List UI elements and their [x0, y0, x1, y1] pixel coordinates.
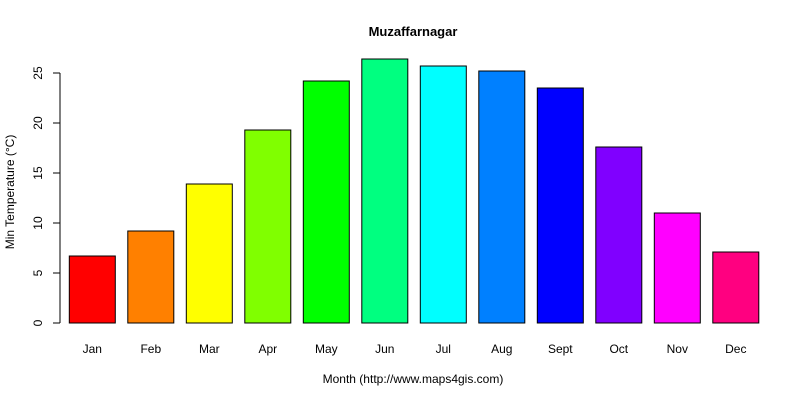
- bar-jan: [68, 255, 116, 324]
- bar-mar: [185, 183, 233, 324]
- bar-sept: [536, 87, 584, 324]
- x-tick-label: Aug: [491, 342, 512, 356]
- chart-title: Muzaffarnagar: [369, 24, 458, 39]
- x-tick-label: Mar: [199, 342, 220, 356]
- bar-oct: [595, 146, 643, 324]
- x-axis-title: Month (http://www.maps4gis.com): [323, 372, 504, 386]
- y-axis: 0 5 10 15 20 25: [31, 66, 61, 326]
- x-tick-label: Sept: [548, 342, 573, 356]
- x-tick-label: Feb: [140, 342, 161, 356]
- y-tick-label: 0: [31, 319, 45, 326]
- y-tick-label: 20: [31, 116, 45, 130]
- y-axis-title: Min Temperature (°C): [3, 135, 17, 250]
- bar-apr: [244, 129, 292, 324]
- x-tick-label: Oct: [609, 342, 628, 356]
- bar-may: [302, 80, 350, 324]
- y-tick-label: 25: [31, 66, 45, 80]
- y-tick-label: 10: [31, 216, 45, 230]
- x-tick-label: Jul: [436, 342, 451, 356]
- bar-feb: [127, 230, 175, 324]
- bar-dec: [712, 251, 760, 324]
- y-tick-label: 15: [31, 166, 45, 180]
- bar-nov: [653, 212, 701, 324]
- bar-jun: [361, 58, 409, 324]
- bar-aug: [478, 70, 526, 324]
- bars-group: [68, 58, 760, 324]
- bar-jul: [419, 65, 467, 324]
- x-tick-label: May: [315, 342, 338, 356]
- x-tick-label: Dec: [725, 342, 746, 356]
- x-tick-label: Jan: [83, 342, 102, 356]
- x-axis-labels: Jan Feb Mar Apr May Jun Jul Aug Sept Oct Nov Dec: [83, 342, 747, 356]
- y-tick-label: 5: [31, 269, 45, 276]
- x-tick-label: Apr: [258, 342, 277, 356]
- x-tick-label: Jun: [375, 342, 394, 356]
- x-tick-label: Nov: [667, 342, 688, 356]
